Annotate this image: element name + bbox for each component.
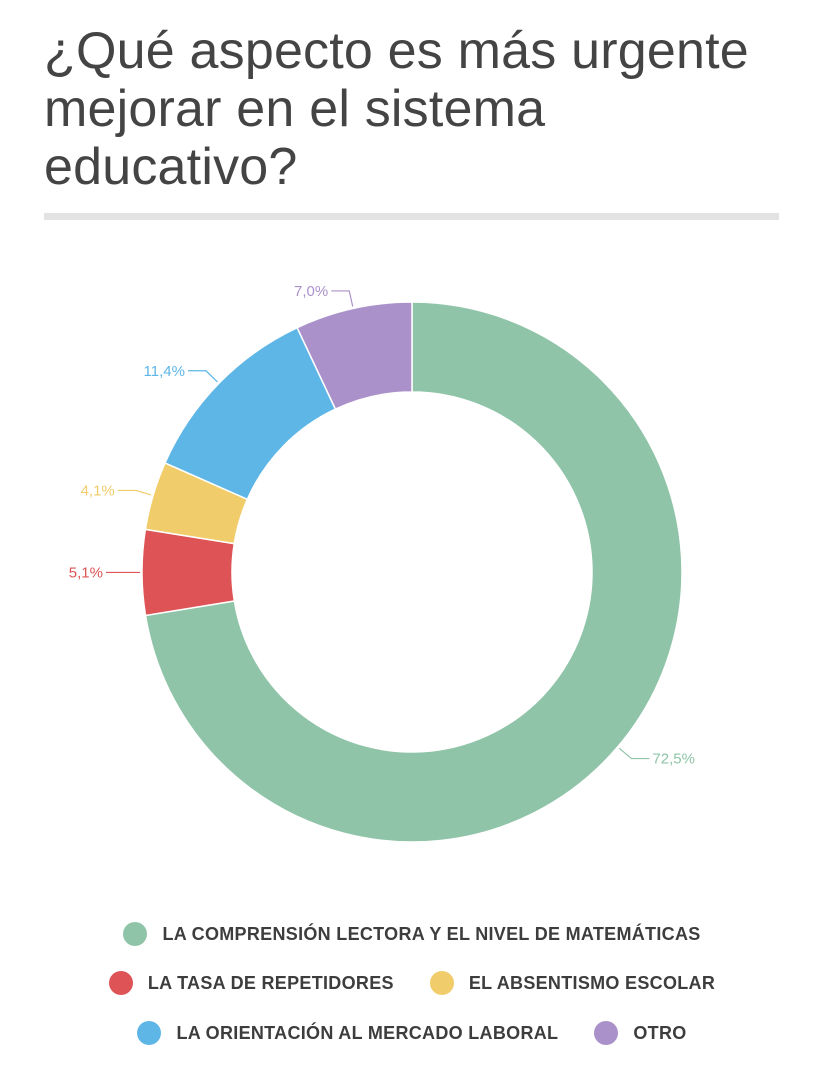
legend-row-2: LA TASA DE REPETIDORES EL ABSENTISMO ESC…: [0, 971, 824, 995]
data-label-orientacion: 11,4%: [144, 363, 185, 380]
legend-swatch-comprension: [123, 922, 148, 946]
legend-row-3: LA ORIENTACIÓN AL MERCADO LABORAL OTRO: [0, 1021, 824, 1045]
legend-item-repetidores[interactable]: LA TASA DE REPETIDORES: [108, 971, 394, 995]
data-label-comprension: 72,5%: [652, 751, 695, 768]
data-label-absentismo: 4,1%: [81, 482, 115, 499]
leader-line-absentismo: [117, 489, 152, 496]
leader-line-comprension: [618, 747, 650, 760]
data-label-repetidores: 5,1%: [69, 564, 103, 581]
donut-slice-otro[interactable]: [296, 301, 413, 411]
leader-line-orientacion: [187, 370, 218, 383]
legend-swatch-otro: [594, 1021, 619, 1045]
donut-chart: 72,5% 5,1% 4,1% 11,4% 7,0%: [69, 283, 695, 843]
donut-slice-repetidores[interactable]: [141, 528, 236, 617]
title-divider: [44, 213, 779, 220]
legend-swatch-orientacion: [137, 1021, 162, 1045]
legend-item-comprension[interactable]: LA COMPRENSIÓN LECTORA Y EL NIVEL DE MAT…: [123, 922, 700, 946]
legend-label-repetidores: LA TASA DE REPETIDORES: [147, 972, 394, 993]
chart-title: ¿Qué aspecto es más urgente mejorar en e…: [44, 22, 749, 196]
legend-item-orientacion[interactable]: LA ORIENTACIÓN AL MERCADO LABORAL: [137, 1021, 558, 1045]
donut-slice-comprension[interactable]: [144, 301, 683, 843]
legend-item-absentismo[interactable]: EL ABSENTISMO ESCOLAR: [429, 971, 716, 995]
legend-label-orientacion: LA ORIENTACIÓN AL MERCADO LABORAL: [176, 1022, 559, 1043]
legend-label-otro: OTRO: [633, 1022, 687, 1043]
legend-label-comprension: LA COMPRENSIÓN LECTORA Y EL NIVEL DE MAT…: [162, 923, 701, 944]
legend-swatch-repetidores: [108, 971, 133, 995]
leader-line-otro: [331, 290, 354, 307]
data-label-otro: 7,0%: [294, 283, 328, 300]
legend-swatch-absentismo: [429, 971, 454, 995]
legend-row-1: LA COMPRENSIÓN LECTORA Y EL NIVEL DE MAT…: [0, 922, 824, 946]
legend-item-otro[interactable]: OTRO: [594, 1021, 686, 1045]
legend-label-absentismo: EL ABSENTISMO ESCOLAR: [468, 972, 716, 993]
